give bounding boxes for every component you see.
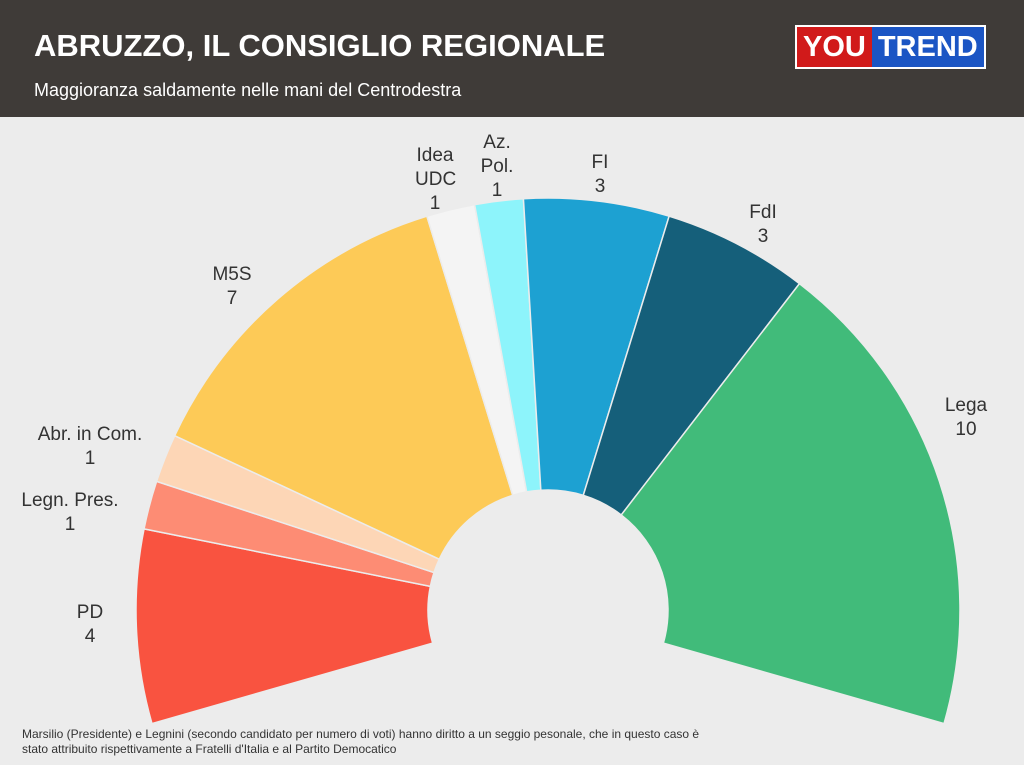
value-label: 4 xyxy=(84,626,96,647)
header: ABRUZZO, IL CONSIGLIO REGIONALE Maggiora… xyxy=(0,0,1024,117)
value-label: 3 xyxy=(757,226,769,247)
chart-title: ABRUZZO, IL CONSIGLIO REGIONALE xyxy=(34,28,606,63)
category-label: PD xyxy=(76,602,104,623)
slice-label: Az. Pol. 1 xyxy=(477,131,517,203)
slice-label: Lega 10 xyxy=(945,394,987,442)
slice-label: FdI 3 xyxy=(749,201,776,249)
category-label: Az. Pol. xyxy=(480,132,514,177)
category-label: Lega xyxy=(944,395,988,416)
category-label: M5S xyxy=(212,264,252,285)
slice-label: Abr. in Com. 1 xyxy=(38,423,143,471)
slice xyxy=(620,282,961,725)
category-label: FI xyxy=(591,152,609,173)
category-label: Idea UDC xyxy=(415,145,457,190)
category-label: FdI xyxy=(749,202,777,223)
value-label: 1 xyxy=(491,180,503,201)
slice xyxy=(135,528,434,725)
value-label: 1 xyxy=(429,193,441,214)
category-label: Legn. Pres. xyxy=(21,490,119,511)
category-label: Abr. in Com. xyxy=(37,424,143,445)
logo: YOU TREND xyxy=(795,25,986,69)
slice-label: PD 4 xyxy=(77,601,103,649)
value-label: 1 xyxy=(64,514,76,535)
slice-label: Legn. Pres. 1 xyxy=(21,489,118,537)
value-label: 10 xyxy=(955,419,977,440)
value-label: 7 xyxy=(226,288,238,309)
slice xyxy=(173,215,514,561)
slice-label: M5S 7 xyxy=(212,263,251,311)
chart-subtitle: Maggioranza saldamente nelle mani del Ce… xyxy=(34,80,462,100)
slice-label: FI 3 xyxy=(592,151,609,199)
footnote: Marsilio (Presidente) e Legnini (secondo… xyxy=(22,727,700,756)
logo-right: TREND xyxy=(871,27,984,67)
logo-left: YOU xyxy=(797,27,872,67)
value-label: 3 xyxy=(594,176,606,197)
value-label: 1 xyxy=(84,448,96,469)
slice-label: Idea UDC 1 xyxy=(415,144,457,216)
